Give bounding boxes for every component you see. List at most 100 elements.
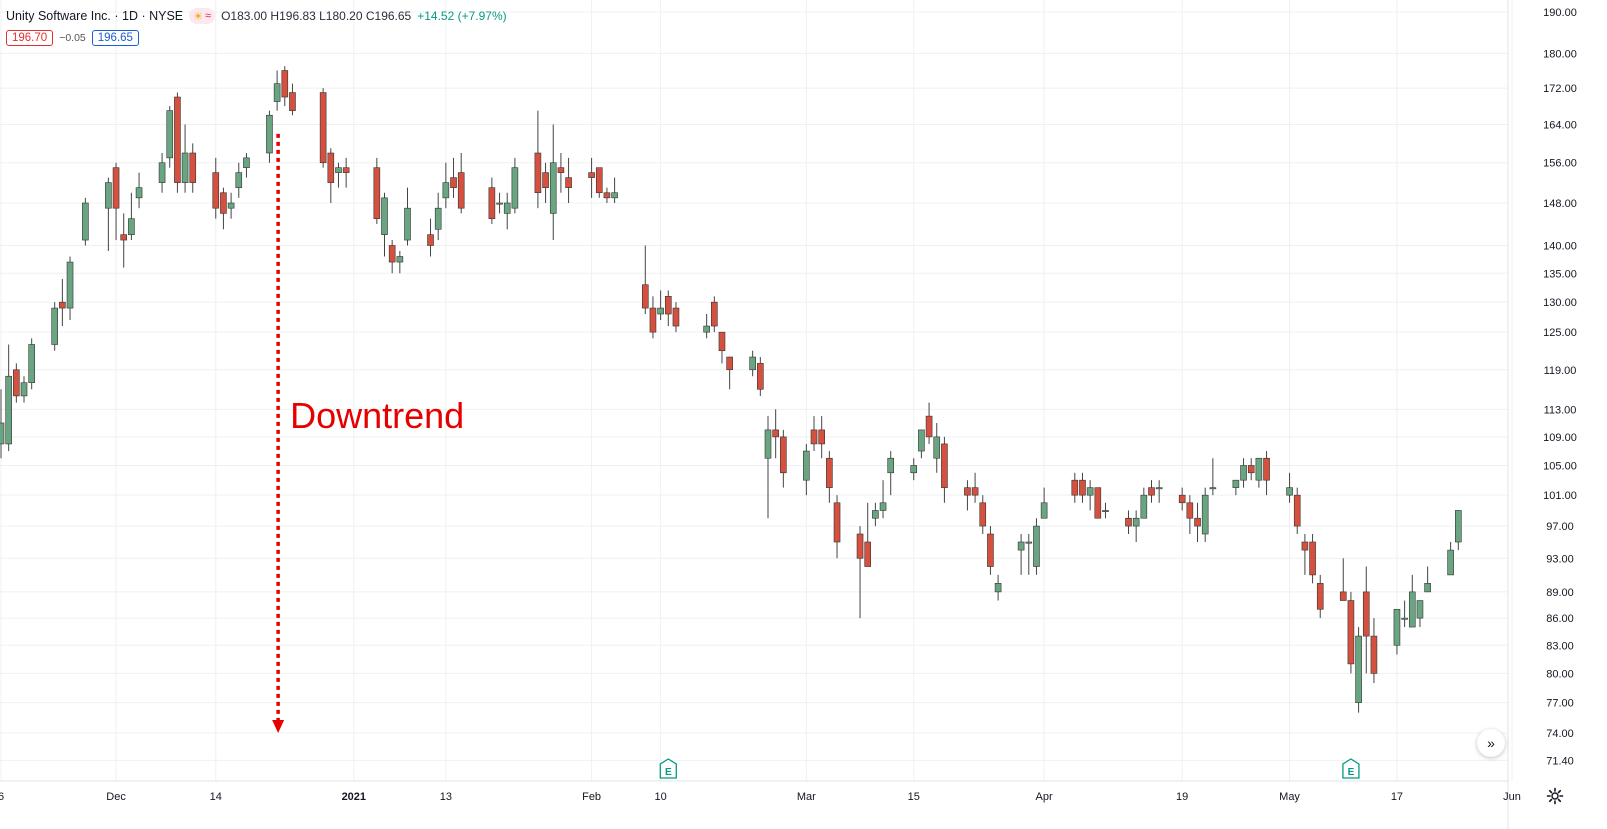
candle-body [1086, 487, 1094, 496]
price-tick-label: 130.00 [1543, 297, 1577, 309]
candle [1125, 510, 1132, 534]
candle [726, 356, 733, 390]
candle [1247, 458, 1255, 481]
candle [59, 278, 66, 327]
time-tick-label: 15 [908, 791, 920, 803]
price-tick-label: 101.00 [1543, 490, 1577, 502]
candle-body [549, 162, 557, 214]
candle-body [1178, 494, 1186, 504]
candle [335, 162, 342, 188]
scroll-to-realtime-button[interactable]: » [1477, 729, 1505, 757]
candle [1393, 608, 1401, 655]
candle-body [220, 192, 227, 214]
candle-body [457, 172, 465, 209]
candle [381, 192, 388, 257]
candle-body [82, 202, 89, 241]
ask-price[interactable]: 196.65 [91, 30, 139, 46]
candle [427, 218, 434, 257]
price-tick-label: 109.00 [1543, 432, 1577, 444]
candle [1447, 542, 1454, 576]
price-tick-label: 74.00 [1546, 728, 1574, 740]
candle-body [266, 114, 273, 154]
candle-body [5, 375, 12, 445]
candle-body [772, 429, 779, 438]
candle-body [1209, 487, 1217, 490]
candle-body [833, 502, 841, 543]
time-tick-label: 14 [210, 791, 222, 803]
candle-body [918, 429, 925, 452]
earnings-marker[interactable]: E [659, 758, 677, 779]
price-tick-label: 125.00 [1543, 327, 1577, 339]
candle [396, 250, 404, 274]
candle [1186, 495, 1194, 534]
candle [979, 495, 987, 534]
candle [1232, 479, 1240, 496]
price-tick-label: 77.00 [1546, 698, 1574, 710]
candle-body [235, 172, 243, 188]
time-tick-label: 13 [440, 791, 452, 803]
gear-icon[interactable] [1546, 787, 1564, 805]
candle-body [1247, 465, 1255, 474]
candle-body [565, 177, 572, 188]
candle-body [227, 202, 235, 209]
candle-body [810, 429, 818, 445]
candle-body [128, 218, 135, 235]
candle-body [711, 301, 718, 327]
candle-body [59, 301, 66, 309]
candle-body [1232, 479, 1240, 488]
candle [1209, 458, 1217, 496]
candle [1362, 566, 1370, 674]
candle-body [603, 192, 611, 199]
candle-body [20, 382, 28, 397]
candle [496, 192, 503, 214]
price-tick-label: 105.00 [1543, 460, 1577, 472]
spread-value: −0.05 [59, 32, 86, 44]
candle-body [496, 202, 503, 205]
candle [711, 296, 718, 333]
candle-body [664, 296, 672, 315]
candle-body [749, 356, 756, 371]
candle-body [1102, 510, 1109, 512]
candle [1086, 480, 1094, 511]
candle-body [1186, 502, 1194, 519]
candle [1408, 574, 1416, 628]
candle-body [158, 162, 166, 183]
bid-price[interactable]: 196.70 [6, 30, 54, 46]
candle-body [803, 450, 810, 481]
candle [1194, 502, 1201, 543]
indicator-icons[interactable]: ☀ ≈ [189, 8, 216, 24]
change-value: +14.52 (+7.97%) [417, 9, 507, 23]
candle [910, 458, 918, 481]
price-tick-label: 89.00 [1546, 587, 1574, 599]
time-tick-label: Jun [1503, 791, 1521, 803]
candle [826, 451, 833, 503]
time-axis[interactable]: 6 Dec 14 2021 13 Feb 10 Mar 15 Apr 19 May 17 Jun [0, 791, 1521, 803]
candle [611, 177, 618, 204]
candle-body [1408, 591, 1416, 628]
price-tick-label: 140.00 [1543, 240, 1577, 252]
symbol-title[interactable]: Unity Software Inc. · 1D · NYSE [6, 9, 184, 23]
candle-body [105, 182, 112, 209]
candle-body [212, 172, 220, 209]
candle-body [1339, 591, 1347, 601]
candle [243, 153, 250, 178]
candle [664, 290, 672, 327]
candle-body [1255, 457, 1263, 481]
candle [128, 192, 135, 241]
price-tick-label: 86.00 [1546, 613, 1574, 625]
candle-body [1316, 583, 1324, 610]
candle [994, 574, 1002, 601]
candle [342, 157, 350, 188]
candle-body [588, 172, 595, 178]
candle-body [764, 429, 772, 459]
candle-body [1079, 479, 1086, 496]
candle [1025, 533, 1033, 575]
candle [971, 472, 979, 503]
candle [856, 526, 864, 619]
candle-body [925, 415, 933, 438]
candle-body [120, 234, 128, 241]
price-axis[interactable]: 190.00 180.00 172.00 164.00 156.00 148.00 140.… [1543, 7, 1577, 767]
earnings-marker[interactable]: E [1342, 758, 1360, 779]
